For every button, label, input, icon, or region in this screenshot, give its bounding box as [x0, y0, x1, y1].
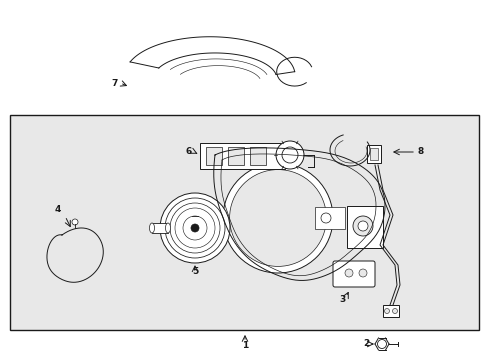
- Circle shape: [223, 163, 332, 273]
- Ellipse shape: [149, 223, 154, 233]
- Text: 2: 2: [363, 339, 369, 348]
- Text: 5: 5: [191, 267, 198, 276]
- Circle shape: [72, 219, 78, 225]
- Bar: [200, 143, 285, 169]
- Circle shape: [377, 339, 386, 348]
- Circle shape: [392, 309, 397, 314]
- Circle shape: [320, 213, 330, 223]
- Circle shape: [357, 221, 367, 231]
- Circle shape: [345, 269, 352, 277]
- Circle shape: [175, 208, 215, 248]
- Circle shape: [384, 309, 389, 314]
- Text: 3: 3: [339, 296, 346, 305]
- FancyBboxPatch shape: [332, 261, 374, 287]
- Text: 6: 6: [185, 148, 192, 157]
- Circle shape: [191, 224, 199, 232]
- Circle shape: [275, 141, 304, 169]
- Bar: [227, 147, 244, 165]
- Circle shape: [170, 203, 220, 253]
- Bar: [346, 206, 382, 248]
- Bar: [369, 148, 377, 160]
- Bar: [314, 207, 345, 229]
- Bar: [382, 305, 398, 317]
- Text: 7: 7: [111, 78, 118, 87]
- Circle shape: [164, 198, 224, 258]
- Ellipse shape: [165, 223, 170, 233]
- Circle shape: [160, 193, 229, 263]
- Bar: [10, 115, 478, 330]
- Bar: [249, 147, 265, 165]
- Circle shape: [183, 216, 206, 240]
- Bar: [205, 147, 222, 165]
- Text: 8: 8: [417, 148, 424, 157]
- Circle shape: [352, 216, 372, 236]
- Text: 4: 4: [55, 206, 61, 215]
- Circle shape: [229, 170, 325, 266]
- Circle shape: [282, 147, 297, 163]
- Bar: [366, 145, 380, 163]
- Circle shape: [358, 269, 366, 277]
- Text: 1: 1: [242, 341, 247, 350]
- Bar: [152, 223, 168, 233]
